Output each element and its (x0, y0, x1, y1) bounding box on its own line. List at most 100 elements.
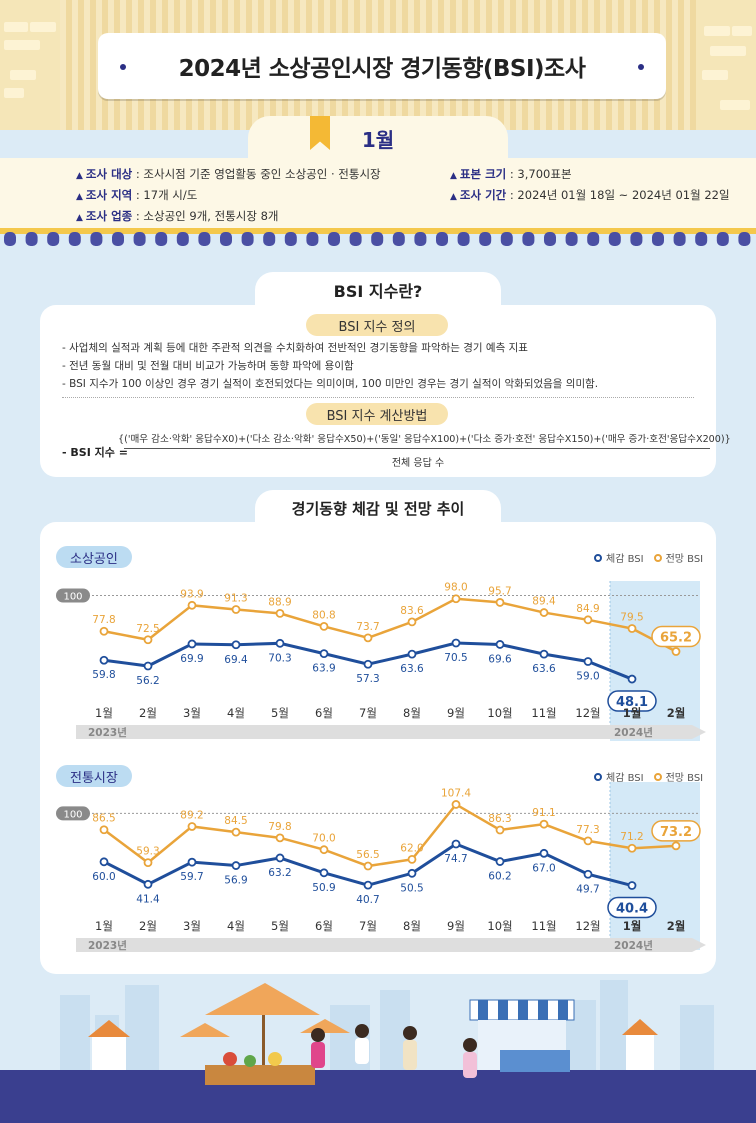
info-sample: ▲ 표본 크기 : 3,700표본 (450, 167, 572, 181)
forecast-label: 65.2 (660, 631, 692, 646)
month-tick-label: 3월 (183, 706, 201, 720)
forecast-point (231, 827, 241, 837)
timeline-arrow (76, 725, 706, 739)
month-tick-label: 10월 (487, 919, 512, 933)
forecast-point (583, 615, 593, 625)
scallop (176, 232, 189, 246)
scallop (716, 232, 729, 246)
actual-point (275, 853, 285, 863)
chart-traditional-market: 100 86.5 59.3 89.2 84.5 79.8 70.0 56.5 62.0 107.4… (56, 782, 706, 952)
bookmark-icon (310, 116, 330, 150)
actual-point (231, 861, 241, 870)
bsi-def-line-2: - 전년 동월 대비 및 전월 대비 비교가 가능하며 동향 파악에 용이함 (62, 360, 354, 372)
market-illustration (0, 980, 756, 1123)
scallop (457, 232, 470, 246)
forecast-point (143, 858, 153, 868)
scallop (284, 232, 297, 246)
scallop (500, 232, 513, 246)
actual-point (363, 880, 373, 890)
month-tick-label: 1월 (95, 919, 113, 933)
scallop (436, 232, 448, 246)
scallop (630, 232, 643, 246)
scallop (392, 232, 405, 246)
actual-point (451, 638, 461, 648)
scallop (673, 232, 686, 246)
year-label: 2024년 (614, 726, 653, 739)
actual-label: 60.0 (92, 871, 115, 883)
info-region: ▲ 조사 지역 : 17개 시/도 (76, 188, 198, 202)
actual-label: 70.3 (268, 652, 291, 664)
reference-label: 100 (63, 592, 82, 603)
scallop (608, 232, 621, 246)
actual-point (583, 869, 593, 879)
actual-label: 63.9 (312, 663, 335, 675)
scallop (4, 232, 16, 246)
trend-title: 경기동향 체감 및 전망 추이 (291, 499, 465, 518)
brick-wall-right (696, 0, 756, 130)
forecast-label: 93.9 (180, 588, 203, 600)
month-tick-label: 10월 (487, 706, 512, 720)
forecast-point (275, 833, 285, 843)
legend-forecast: 전망 BSI (665, 773, 704, 784)
actual-label: 50.5 (400, 882, 423, 894)
actual-label: 74.7 (444, 853, 467, 865)
month-tick-label: 1월 (95, 706, 113, 720)
title-dot-left (120, 64, 126, 70)
reference-label: 100 (63, 809, 82, 820)
triangle-icon: ▲ (450, 192, 457, 202)
month-tick-label: 8월 (403, 919, 421, 933)
month-tick-label: 4월 (227, 706, 245, 720)
forecast-point (407, 854, 417, 864)
scallop (349, 232, 362, 246)
legend-forecast: 전망 BSI (665, 554, 704, 565)
forecast-point (627, 624, 637, 633)
month-tick-label: 7월 (359, 919, 377, 933)
month-tick-label: 5월 (271, 919, 289, 933)
forecast-label: 84.9 (576, 603, 599, 615)
bsi-calc-title: BSI 지수 계산방법 (326, 408, 428, 424)
scallop (587, 232, 600, 246)
shoppers (311, 1024, 477, 1078)
forecast-point (363, 861, 373, 871)
formula-label: - BSI 지수 = (62, 446, 128, 459)
stall-umbrella-small (180, 1019, 350, 1037)
forecast-point (143, 635, 153, 645)
forecast-point (671, 647, 681, 656)
month-label: 1월 (361, 127, 395, 152)
house-right-icon (622, 1019, 658, 1070)
actual-label: 40.4 (616, 902, 648, 917)
month-tick-label: 2월 (667, 706, 686, 720)
forecast-label: 59.3 (136, 846, 159, 858)
forecast-label: 77.3 (576, 824, 599, 836)
trend-card (40, 522, 716, 974)
month-tick-label: 2월 (667, 919, 686, 933)
title-dot-right (638, 64, 644, 70)
actual-label: 59.0 (576, 671, 599, 683)
forecast-point (539, 819, 549, 829)
bsi-calc-pill: BSI 지수 계산방법 (306, 403, 448, 425)
triangle-icon: ▲ (76, 192, 83, 202)
actual-point (99, 655, 109, 665)
forecast-point (451, 594, 461, 604)
month-tick-label: 5월 (271, 706, 289, 720)
reference-badge (56, 588, 90, 603)
forecast-line (103, 597, 677, 653)
actual-label: 56.9 (224, 875, 247, 887)
scallop (220, 232, 232, 246)
forecast-label-box (651, 625, 701, 648)
year-label: 2024년 (614, 939, 653, 952)
forecast-label: 77.8 (92, 614, 115, 626)
forecast-label: 72.5 (136, 623, 159, 635)
forecast-label: 89.2 (180, 809, 203, 821)
scallop-border (0, 228, 756, 246)
scallop (479, 232, 492, 246)
bsi-def-line-1: - 사업체의 실적과 계획 등에 대한 주관적 의견을 수치화하여 전반적인 경… (62, 342, 528, 354)
forecast-label: 86.5 (92, 813, 115, 825)
forecast-point (627, 843, 637, 853)
highlight-2024 (610, 581, 700, 741)
legend-actual: 체감 BSI (606, 773, 644, 784)
actual-label: 56.2 (136, 675, 159, 687)
scallop (155, 232, 168, 246)
scallop (371, 232, 384, 246)
actual-point (407, 868, 417, 878)
